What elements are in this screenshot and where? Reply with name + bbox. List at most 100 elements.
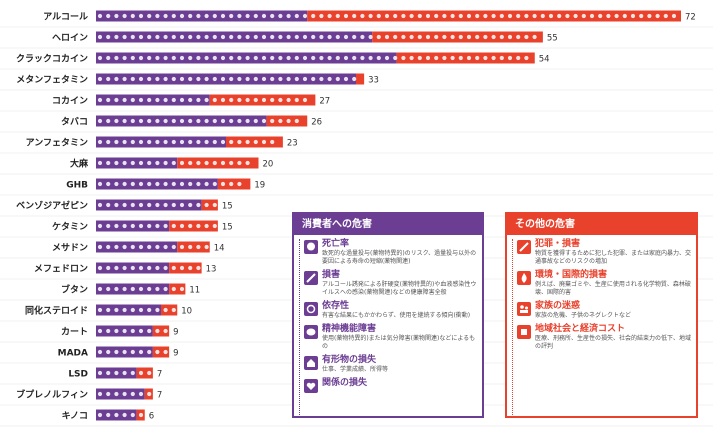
- bar-icon-mark: [130, 328, 135, 334]
- bar-icon-mark: [138, 118, 144, 124]
- bar-icon-mark: [138, 55, 144, 61]
- bar-icon-mark: [516, 13, 521, 19]
- bar-icon-mark: [188, 139, 193, 145]
- total-value-label: 9: [173, 349, 178, 359]
- bar-icon-mark: [466, 13, 472, 19]
- bar-icon-mark: [294, 118, 299, 124]
- legend-item: 損害 アルコール誘発による肝硬変(薬物特異的)や血液感染性ウイルスへの感染(薬物関…: [304, 270, 477, 297]
- bar-icon-mark: [442, 34, 447, 40]
- bar-other-harm: [169, 262, 202, 274]
- total-value-label: 7: [157, 370, 162, 380]
- category-label: タバコ: [61, 116, 88, 128]
- bar-icon-mark: [147, 97, 152, 103]
- bar-icon-mark: [196, 13, 201, 19]
- bar-icon-mark: [130, 118, 135, 124]
- bar-icon-mark: [589, 13, 595, 19]
- bar-icon-mark: [311, 13, 316, 19]
- bar-icon-mark: [270, 139, 275, 145]
- bar-icon-mark: [204, 55, 209, 61]
- bar-icon-mark: [327, 55, 332, 61]
- bar-icon-mark: [286, 55, 291, 61]
- bar-icon-mark: [130, 307, 135, 313]
- legend-item-description: 使用(薬物特異的)または気分障害(薬物関連)などによるもの: [322, 335, 476, 350]
- bar-icon-mark: [483, 34, 488, 40]
- bar-icon-mark: [450, 55, 455, 61]
- bar-user-harm: [96, 388, 145, 400]
- bar-icon-mark: [245, 55, 250, 61]
- bar-icon-mark: [155, 265, 160, 271]
- bar-icon-mark: [229, 97, 234, 103]
- bar-icon-mark: [245, 97, 250, 103]
- bar-icon-mark: [147, 265, 152, 271]
- bar-icon-mark: [97, 34, 103, 40]
- total-value-label: 27: [319, 97, 330, 107]
- bar-icon-mark: [565, 13, 570, 19]
- bar-other-harm: [372, 31, 543, 43]
- bar-icon-mark: [188, 181, 193, 187]
- bar-icon-mark: [155, 181, 160, 187]
- bar-icon-mark: [155, 97, 160, 103]
- category-label: カート: [61, 327, 88, 338]
- bar-icon-mark: [343, 13, 349, 19]
- bar-icon-mark: [212, 34, 217, 40]
- legend-item: 家族の迷惑 家族の危機、子供のネグレクトなど: [517, 301, 691, 320]
- bar-icon-mark: [557, 13, 562, 19]
- bar-icon-mark: [163, 118, 168, 124]
- bar-icon-mark: [171, 265, 176, 271]
- bar-icon-mark: [179, 139, 185, 145]
- category-label: クラックコカイン: [16, 54, 88, 65]
- bar-icon-mark: [122, 391, 127, 397]
- bar-icon-mark: [179, 286, 185, 292]
- bar-other-harm: [201, 199, 218, 211]
- bar-icon-mark: [212, 181, 217, 187]
- bar-icon-mark: [204, 139, 209, 145]
- total-value-label: 54: [539, 55, 550, 65]
- category-label: アンフェタミン: [26, 137, 88, 149]
- bar-icon-mark: [163, 34, 168, 40]
- bar-icon-mark: [237, 97, 242, 103]
- bar-icon-mark: [220, 181, 226, 187]
- bar-icon-mark: [204, 223, 209, 229]
- bar-icon-mark: [155, 160, 160, 166]
- bar-icon-mark: [188, 34, 193, 40]
- bar-icon-mark: [253, 97, 258, 103]
- bar-icon-mark: [360, 13, 365, 19]
- bar-icon-mark: [130, 55, 135, 61]
- bar-icon-mark: [270, 118, 275, 124]
- bar-icon-mark: [97, 160, 103, 166]
- bar-icon-mark: [97, 370, 103, 376]
- bar-icon-mark: [97, 202, 103, 208]
- bar-icon-mark: [204, 181, 209, 187]
- bar-icon-mark: [106, 307, 111, 313]
- legend-item-description: 仕事、学業成績、所得等: [322, 366, 389, 373]
- bar-icon-mark: [286, 13, 291, 19]
- category-label: MADA: [58, 349, 88, 359]
- bar-icon-mark: [138, 97, 144, 103]
- bar-icon-mark: [639, 13, 644, 19]
- legend-item-description: 致死的な過量投与(薬物特異的)のリスク、過量投与以外の要因による寿命の短縮(薬物…: [322, 250, 477, 265]
- bar-icon-mark: [466, 55, 472, 61]
- bar-icon-mark: [516, 55, 521, 61]
- bar-icon-mark: [253, 13, 258, 19]
- bar-icon-mark: [327, 76, 332, 82]
- bar-icon-mark: [229, 55, 234, 61]
- flame-icon: [517, 271, 531, 285]
- bar-icon-mark: [278, 97, 283, 103]
- bar-icon-mark: [130, 391, 135, 397]
- bar-icon-mark: [220, 139, 226, 145]
- bar-icon-mark: [163, 307, 168, 313]
- bar-icon-mark: [114, 76, 119, 82]
- bar-icon-mark: [138, 328, 144, 334]
- bar-icon-mark: [155, 139, 160, 145]
- bar-icon-mark: [261, 76, 267, 82]
- bar-icon-mark: [319, 76, 324, 82]
- bar-icon-mark: [196, 202, 201, 208]
- bar-icon-mark: [147, 223, 152, 229]
- bar-icon-mark: [171, 160, 176, 166]
- bar-icon-mark: [409, 34, 414, 40]
- legend-item: 依存性 有害な結果にもかかわらず、使用を継続する傾向(衝動): [304, 301, 477, 320]
- bar-icon-mark: [524, 34, 529, 40]
- bar-icon-mark: [122, 181, 127, 187]
- bar-icon-mark: [196, 244, 201, 250]
